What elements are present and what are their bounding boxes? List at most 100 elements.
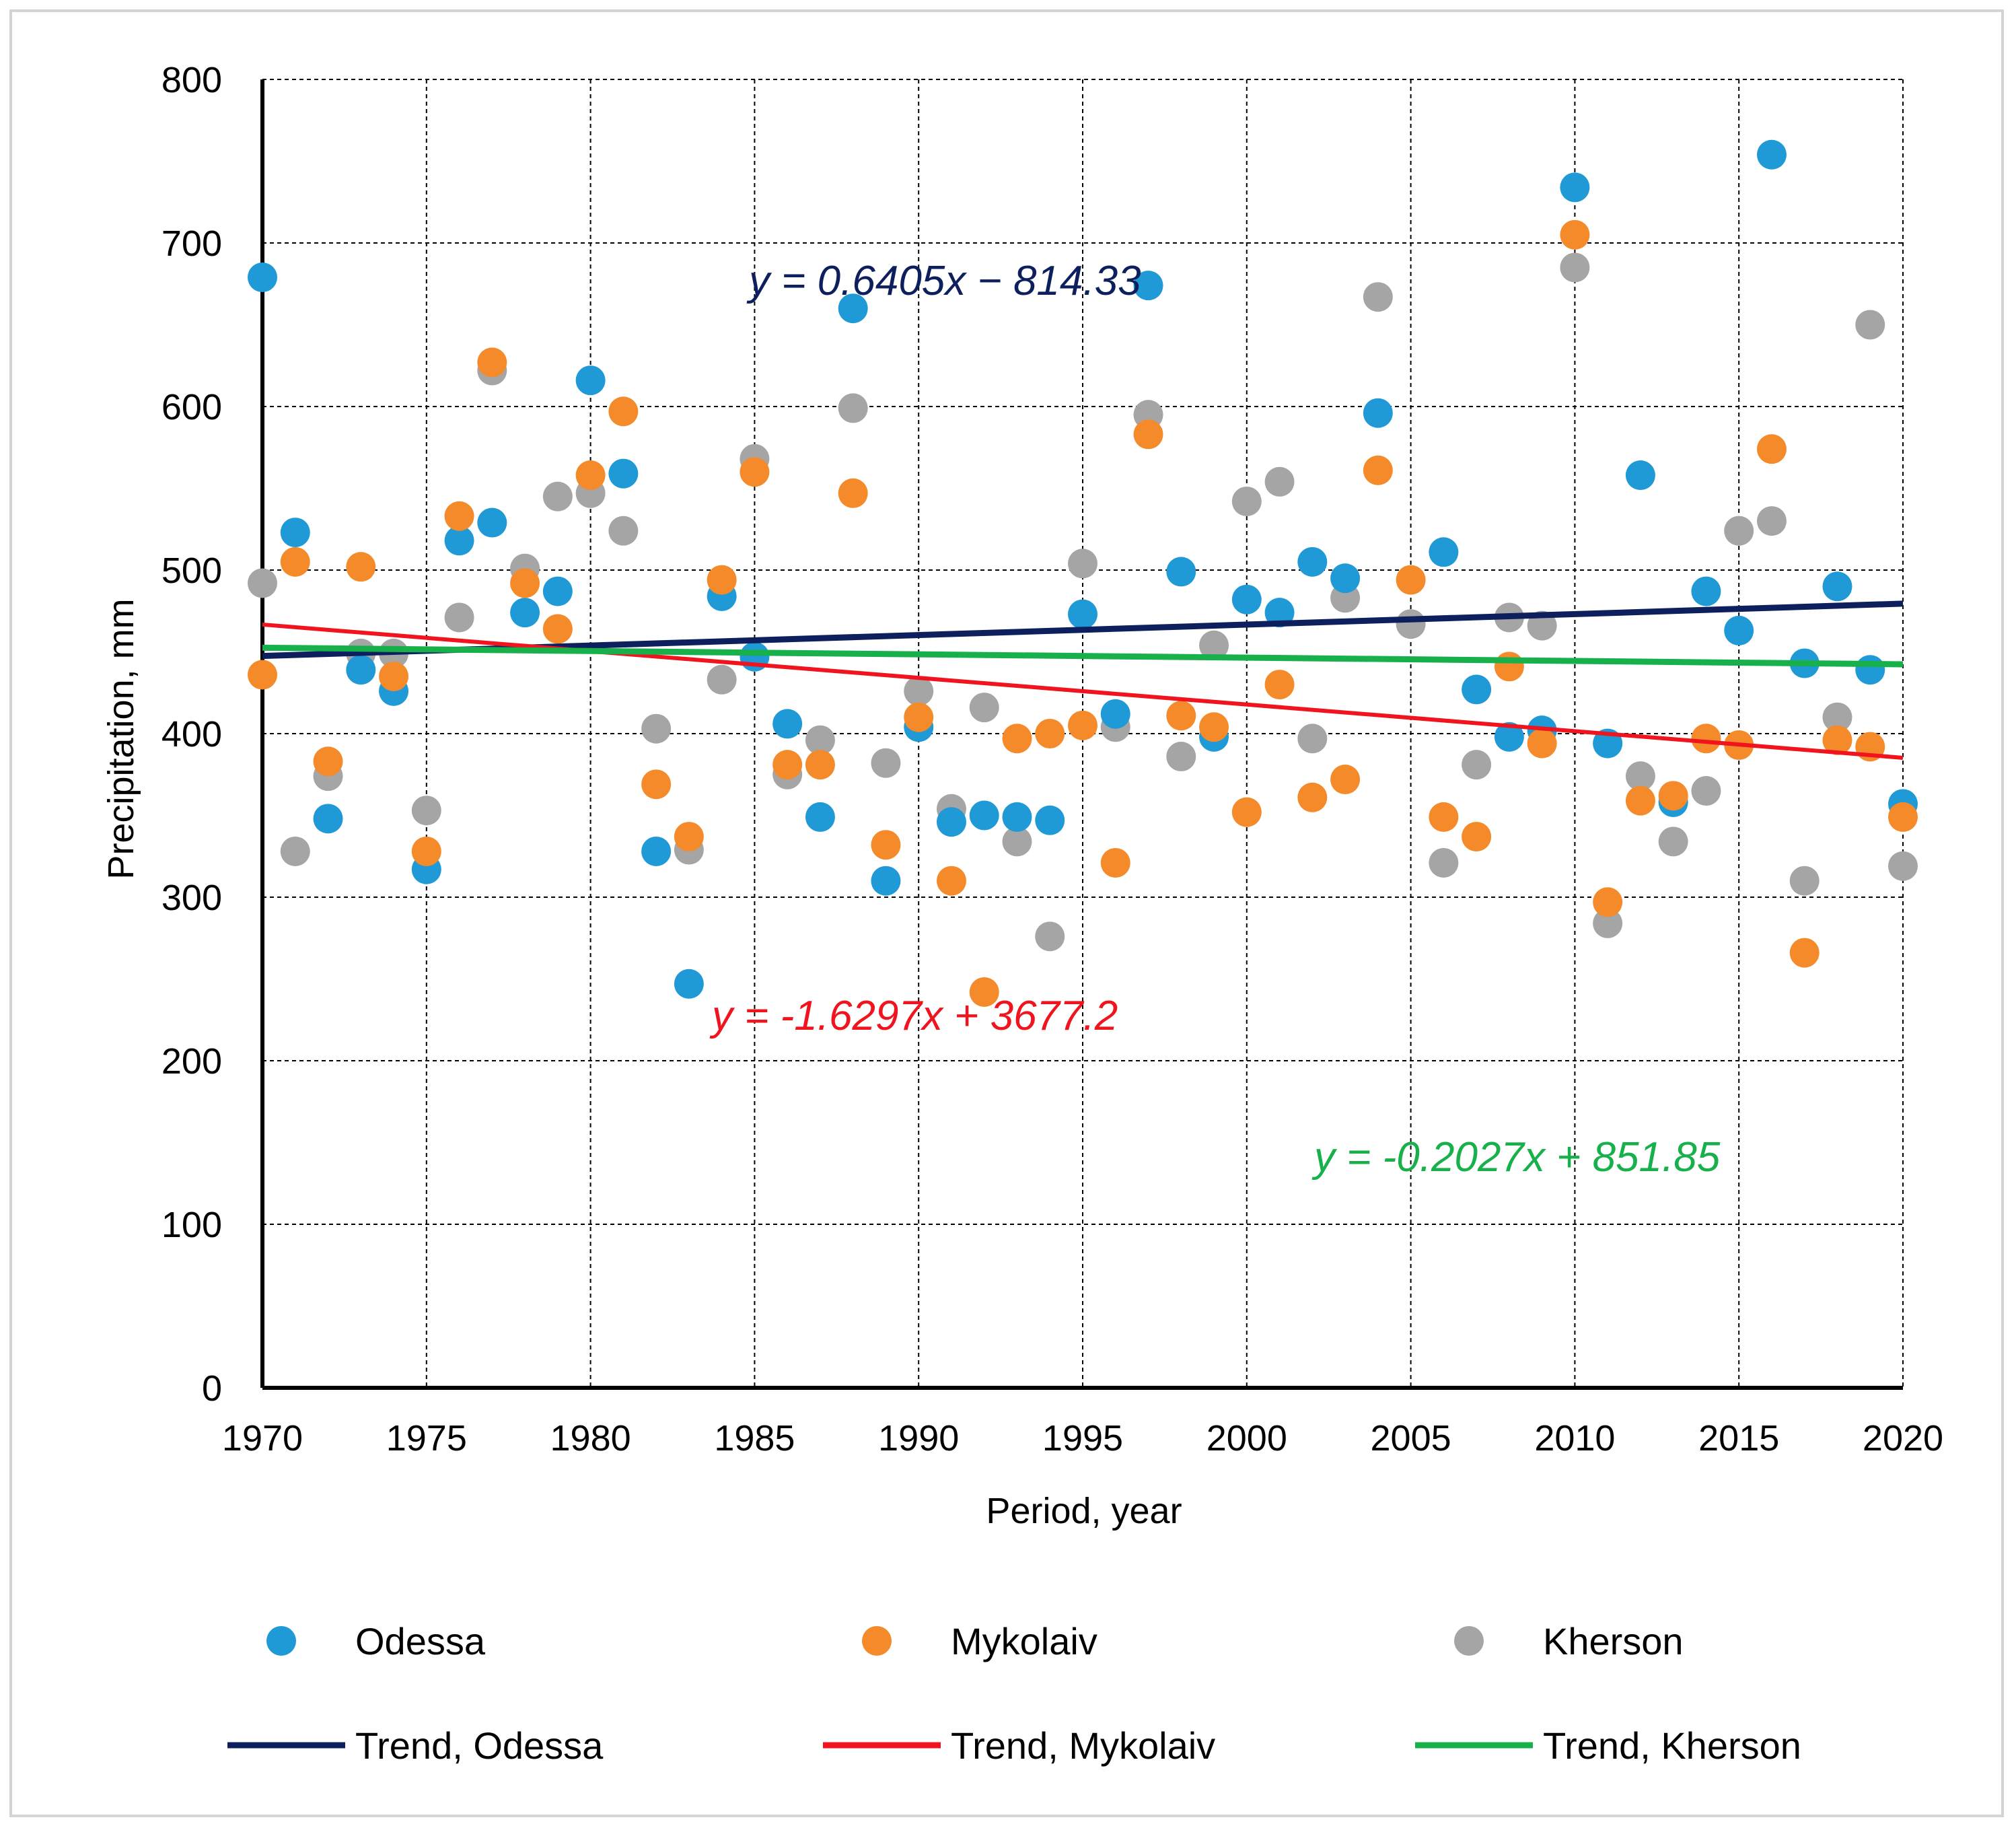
trend-equation: y = -1.6297x + 3677.2 xyxy=(709,993,1118,1039)
trend-line-1 xyxy=(262,622,1904,760)
data-point-odessa xyxy=(346,655,376,685)
x-tick-label: 1970 xyxy=(222,1418,303,1458)
data-point-mykolaiv xyxy=(280,547,310,577)
legend-label: Odessa xyxy=(355,1620,486,1662)
data-point-kherson xyxy=(1363,282,1393,312)
legend-label: Mykolaiv xyxy=(951,1620,1097,1662)
data-point-mykolaiv xyxy=(1100,847,1130,878)
data-point-odessa xyxy=(1462,674,1492,705)
legend-label: Kherson xyxy=(1543,1620,1684,1662)
data-point-odessa xyxy=(248,262,277,293)
data-point-kherson xyxy=(280,836,310,866)
data-point-odessa xyxy=(313,804,343,834)
data-point-mykolaiv xyxy=(379,661,409,691)
data-point-mykolaiv xyxy=(641,769,672,800)
data-point-odessa xyxy=(510,598,540,628)
data-point-mykolaiv xyxy=(805,750,835,780)
y-tick-label: 200 xyxy=(161,1041,222,1082)
data-point-odessa xyxy=(1297,547,1328,577)
x-tick-label: 2005 xyxy=(1371,1418,1451,1458)
data-point-mykolaiv xyxy=(1593,887,1623,917)
x-tick-label: 2015 xyxy=(1698,1418,1779,1458)
data-point-odessa xyxy=(608,458,639,489)
x-tick-label: 1990 xyxy=(878,1418,959,1458)
data-point-odessa xyxy=(871,866,901,896)
data-point-kherson xyxy=(1462,750,1492,780)
chart-frame: 0 100 200 300 400 500 600 700 800 1970 1975 1980 198… xyxy=(9,9,2004,1817)
y-tick-label: 400 xyxy=(161,714,222,754)
trend-equation: y = 0.6405x − 814.33 xyxy=(746,258,1141,304)
data-point-kherson xyxy=(641,713,672,744)
x-tick-label: 2000 xyxy=(1207,1418,1287,1458)
data-point-mykolaiv xyxy=(1494,652,1524,682)
data-point-kherson xyxy=(1756,506,1787,536)
data-point-mykolaiv xyxy=(477,347,507,378)
legend-label: Trend, Mykolaiv xyxy=(951,1724,1215,1767)
legend-marker-kherson xyxy=(1454,1626,1484,1656)
data-point-odessa xyxy=(1330,563,1361,594)
data-point-odessa xyxy=(1363,398,1393,428)
data-point-mykolaiv xyxy=(1658,781,1688,811)
x-tick-label: 1980 xyxy=(550,1418,631,1458)
data-point-mykolaiv xyxy=(1330,765,1361,795)
data-point-mykolaiv xyxy=(444,501,474,531)
data-point-mykolaiv xyxy=(346,552,376,582)
data-point-odessa xyxy=(936,807,966,837)
data-point-odessa xyxy=(1756,139,1787,170)
data-point-kherson xyxy=(1231,486,1262,516)
data-point-odessa xyxy=(280,518,310,548)
scatter-chart: 0 100 200 300 400 500 600 700 800 1970 1975 1980 198… xyxy=(101,60,1943,1767)
data-point-mykolaiv xyxy=(313,746,343,777)
legend-marker-mykolaiv xyxy=(862,1626,892,1656)
y-tick-label: 800 xyxy=(161,60,222,100)
data-point-mykolaiv xyxy=(1002,724,1032,754)
data-point-odessa xyxy=(477,507,507,538)
data-point-odessa xyxy=(1855,655,1885,685)
data-point-kherson xyxy=(1789,866,1820,896)
y-tick-label: 0 xyxy=(202,1368,222,1409)
data-point-mykolaiv xyxy=(1691,724,1721,754)
y-tick-label: 500 xyxy=(161,551,222,591)
data-point-odessa xyxy=(1691,576,1721,606)
data-point-mykolaiv xyxy=(740,457,770,487)
data-point-mykolaiv xyxy=(1888,802,1918,832)
data-point-odessa xyxy=(1560,172,1590,203)
data-point-mykolaiv xyxy=(1560,219,1590,250)
data-point-kherson xyxy=(1855,310,1885,340)
data-point-mykolaiv xyxy=(871,830,901,860)
data-point-odessa xyxy=(1494,722,1524,752)
data-point-mykolaiv xyxy=(1264,670,1295,700)
legend-label: Trend, Odessa xyxy=(355,1724,604,1767)
data-point-odessa xyxy=(1133,271,1163,301)
data-point-kherson xyxy=(1264,466,1295,497)
data-point-mykolaiv xyxy=(1297,782,1328,812)
data-point-kherson xyxy=(1658,827,1688,857)
data-point-odessa xyxy=(1166,557,1196,587)
data-point-mykolaiv xyxy=(1166,701,1196,731)
data-point-kherson xyxy=(1560,252,1590,283)
legend: Odessa Mykolaiv Kherson Trend, Odessa Trend,… xyxy=(227,1620,1801,1767)
data-point-odessa xyxy=(838,293,868,324)
data-point-mykolaiv xyxy=(1527,728,1557,759)
x-axis-label: Period, year xyxy=(986,1491,1182,1531)
data-point-kherson xyxy=(838,393,868,423)
data-point-mykolaiv xyxy=(1199,712,1229,742)
data-point-kherson xyxy=(1068,549,1097,579)
axes xyxy=(260,79,1903,1390)
data-point-kherson xyxy=(1199,630,1229,660)
data-point-kherson xyxy=(805,725,835,755)
data-point-mykolaiv xyxy=(674,822,704,852)
data-point-mykolaiv xyxy=(1396,565,1426,595)
data-point-odessa xyxy=(1724,615,1754,645)
data-point-mykolaiv xyxy=(838,478,868,508)
data-point-mykolaiv xyxy=(1462,822,1492,852)
data-point-kherson xyxy=(969,693,999,723)
x-tick-label: 1985 xyxy=(714,1418,795,1458)
data-point-mykolaiv xyxy=(411,836,441,866)
y-tick-label: 700 xyxy=(161,223,222,264)
data-point-kherson xyxy=(707,664,737,695)
data-point-odessa xyxy=(1100,699,1130,729)
data-point-mykolaiv xyxy=(1822,725,1852,755)
data-point-kherson xyxy=(1166,742,1196,772)
data-point-kherson xyxy=(1822,702,1852,732)
